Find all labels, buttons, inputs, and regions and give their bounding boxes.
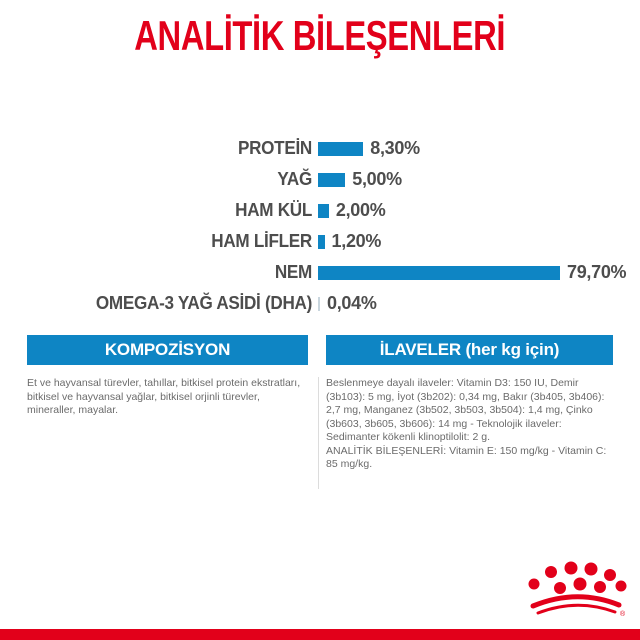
registered-trademark-symbol: ® <box>620 610 626 618</box>
page-title: ANALİTİK BİLEŞENLERİ <box>0 12 640 60</box>
chart-category-label: HAM KÜL <box>235 200 312 220</box>
chart-bar <box>318 265 560 280</box>
chart-bar <box>318 296 320 311</box>
chart-row: PROTEİN 8,30% <box>0 133 640 164</box>
chart-row: OMEGA-3 YAĞ ASİDİ (DHA) 0,04% <box>0 288 640 319</box>
additives-body-text: Beslenmeye dayalı ilaveler: Vitamin D3: … <box>326 377 607 470</box>
chart-value-label: 2,00% <box>335 200 386 220</box>
chart-bar <box>318 141 364 156</box>
crown-dots <box>528 561 627 594</box>
chart-category-label: HAM LİFLER <box>211 231 312 251</box>
chart-category-label: PROTEİN <box>237 138 312 158</box>
chart-bar <box>318 172 346 187</box>
composition-body-text: Et ve hayvansal türevler, tahıllar, bitk… <box>27 377 301 416</box>
chart-category-label: YAĞ <box>277 169 312 189</box>
royal-canin-crown-logo: ® <box>528 561 627 618</box>
chart-value-label: 0,04% <box>327 293 377 313</box>
analytic-components-bar-chart: PROTEİN 8,30% YAĞ 5,00% HAM KÜL 2,00% HAM LİFL… <box>0 133 640 319</box>
chart-value-label: 79,70% <box>567 262 627 282</box>
composition-section: KOMPOZİSYON Et ve hayvansal türevler, ta… <box>27 335 308 418</box>
additives-section: İLAVELER (her kg için) Beslenmeye dayalı… <box>326 335 613 472</box>
chart-row: NEM 79,70% <box>0 257 640 288</box>
chart-row: HAM KÜL 2,00% <box>0 195 640 226</box>
chart-row: HAM LİFLER 1,20% <box>0 226 640 257</box>
crown-base-arc-thin <box>536 603 617 615</box>
chart-bar <box>318 203 329 218</box>
composition-header-label: KOMPOZİSYON <box>104 340 231 359</box>
chart-bar <box>318 234 325 249</box>
column-divider-line <box>318 377 319 489</box>
additives-header-label: İLAVELER (her kg için) <box>379 340 560 359</box>
chart-value-label: 1,20% <box>331 231 382 251</box>
footer-red-bar <box>0 629 640 640</box>
chart-category-label: OMEGA-3 YAĞ ASİDİ (DHA) <box>95 293 312 313</box>
chart-value-label: 8,30% <box>370 138 420 158</box>
page-title-text: ANALİTİK BİLEŞENLERİ <box>134 12 506 59</box>
chart-category-label: NEM <box>274 262 312 282</box>
composition-header: KOMPOZİSYON <box>27 335 308 365</box>
crown-base-arc-thick <box>530 594 622 609</box>
additives-header: İLAVELER (her kg için) <box>326 335 613 365</box>
chart-value-label: 5,00% <box>352 169 402 189</box>
chart-row: YAĞ 5,00% <box>0 164 640 195</box>
